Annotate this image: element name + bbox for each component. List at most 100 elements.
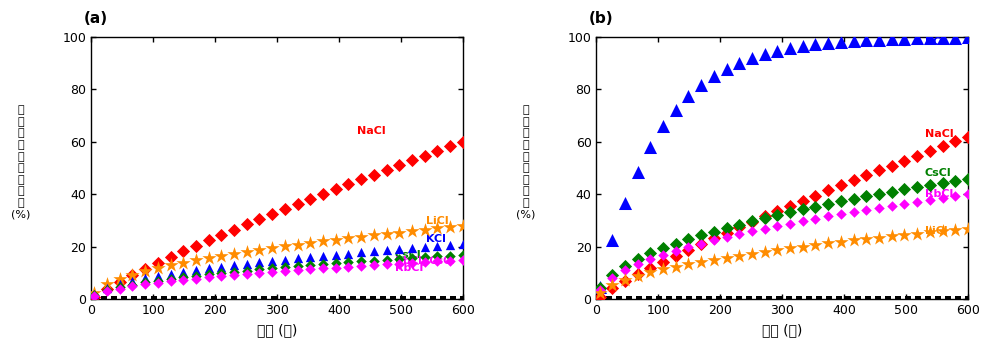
Point [858, 173, 874, 178]
Point [353, 263, 369, 269]
Point [897, 232, 913, 238]
Point [681, 237, 697, 242]
Point [156, 296, 171, 302]
Point [126, 296, 142, 302]
Point [353, 259, 369, 264]
Point [617, 263, 633, 269]
Point [909, 231, 925, 236]
Point [706, 229, 721, 234]
Point [315, 239, 331, 244]
Point [99, 285, 115, 291]
Point [305, 296, 321, 302]
Point [821, 241, 836, 246]
Point [252, 216, 268, 222]
Point [289, 255, 305, 261]
Point [629, 271, 645, 277]
Point [769, 223, 785, 229]
Point [175, 248, 191, 254]
Point [960, 226, 976, 231]
Point [239, 249, 255, 255]
Point [239, 271, 255, 277]
Point [366, 258, 382, 263]
Point [617, 277, 633, 283]
Point [655, 259, 671, 264]
Point [345, 296, 361, 302]
Point [328, 252, 344, 258]
Point [86, 293, 102, 298]
Point [99, 282, 115, 287]
Point [629, 262, 645, 267]
Point [592, 296, 607, 302]
Point [821, 40, 836, 46]
Point [629, 256, 645, 262]
Point [651, 296, 667, 302]
Point [395, 296, 411, 302]
Point [276, 264, 292, 270]
Point [366, 172, 382, 177]
Point [146, 296, 162, 302]
Point [681, 247, 697, 253]
Point [845, 196, 861, 202]
Point [922, 148, 937, 154]
Point [808, 204, 824, 209]
Point [718, 255, 734, 260]
Point [757, 249, 773, 254]
Point [188, 258, 204, 263]
Point [445, 296, 461, 302]
Point [150, 278, 165, 283]
Point [302, 196, 318, 202]
Point [947, 193, 963, 199]
Point [252, 267, 268, 272]
Text: RbCl, CsCl: RbCl, CsCl [394, 256, 454, 266]
Point [176, 296, 192, 302]
Point [239, 261, 255, 267]
Point [694, 82, 710, 88]
Point [99, 286, 115, 292]
Text: RbCl: RbCl [394, 263, 423, 273]
Point [935, 228, 950, 234]
Point [404, 158, 420, 163]
Point [947, 139, 963, 144]
Point [655, 267, 671, 272]
Point [302, 254, 318, 260]
Point [751, 296, 767, 302]
Point [808, 42, 824, 47]
Point [741, 296, 757, 302]
Point [731, 222, 747, 227]
Point [860, 296, 876, 302]
Point [379, 262, 394, 267]
Point [315, 253, 331, 259]
Point [86, 294, 102, 300]
Point [871, 205, 887, 211]
Point [761, 296, 777, 302]
Point [246, 296, 262, 302]
Point [602, 296, 617, 302]
Point [833, 39, 849, 45]
Point [884, 163, 900, 168]
Point [275, 296, 291, 302]
Text: CsCl: CsCl [925, 168, 951, 179]
Point [642, 144, 658, 150]
Point [871, 168, 887, 173]
Point [960, 192, 976, 197]
Point [947, 178, 963, 183]
Point [909, 184, 925, 190]
Point [252, 247, 268, 253]
Point [858, 194, 874, 199]
Point [112, 276, 128, 282]
Point [455, 257, 471, 263]
Point [950, 296, 966, 302]
Text: KCl: KCl [925, 37, 944, 47]
Text: NaCl: NaCl [925, 129, 953, 139]
Point [201, 255, 217, 261]
Point [960, 134, 976, 140]
Point [265, 258, 280, 264]
Point [782, 221, 798, 227]
Point [921, 296, 936, 302]
Point [353, 176, 369, 182]
Point [897, 201, 913, 207]
Point [845, 209, 861, 215]
Point [341, 236, 357, 241]
Point [265, 211, 280, 217]
Point [744, 219, 760, 224]
